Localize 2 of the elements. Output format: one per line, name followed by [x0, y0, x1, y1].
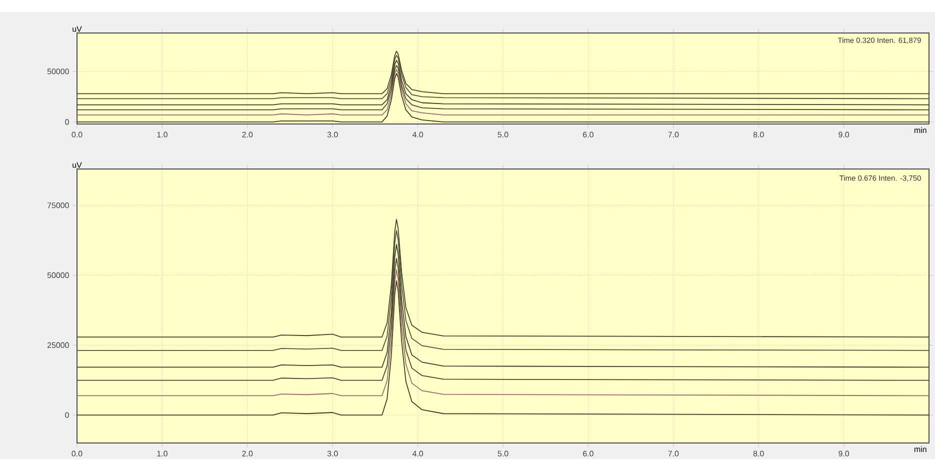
- line-series: [77, 230, 929, 352]
- line-series: [77, 269, 929, 396]
